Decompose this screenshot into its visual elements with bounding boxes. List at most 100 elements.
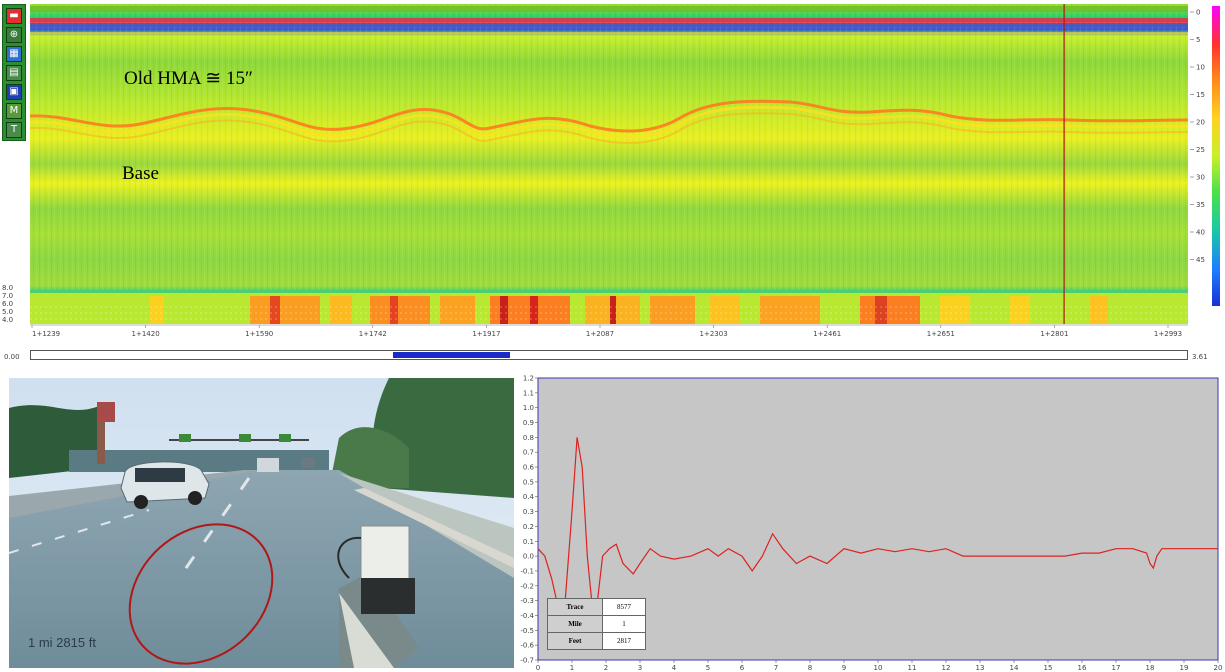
station-tick-label: 1+2303 (700, 330, 728, 338)
trace-value: 8577 (602, 598, 646, 616)
table-row: Feet 2817 (547, 632, 646, 650)
hma-thickness-annotation: Old HMA ≅ 15″ (124, 68, 253, 89)
trace-key: Trace (547, 598, 603, 616)
x-tick-label: 10 (874, 664, 883, 672)
depth-tick-label: 5 (1196, 36, 1200, 44)
plot-area (537, 377, 1219, 661)
depth-tick-label: 0 (1196, 9, 1200, 17)
x-tick-label: 16 (1078, 664, 1087, 672)
table-row: Mile 1 (547, 615, 646, 633)
x-tick-label: 12 (942, 664, 951, 672)
grid-icon[interactable]: ▤ (6, 65, 22, 81)
depth-tick-label: 20 (1196, 119, 1205, 127)
y-tick-label: -0.5 (520, 627, 534, 635)
depth-tick-label: 15 (1196, 91, 1205, 99)
y-tick-label: 0.4 (523, 493, 535, 501)
station-tick-label: 1+1590 (245, 330, 273, 338)
depth-tick-label: 35 (1196, 201, 1205, 209)
trace-waveform-chart[interactable]: 1.2 1.1 1.0 0.9 0.8 0.7 0.6 0.5 0.4 0.3 0.2 0.1 0.0 -… (520, 375, 1225, 672)
station-tick-label: 1+1917 (472, 330, 500, 338)
x-tick-label: 20 (1214, 664, 1223, 672)
y-tick-label: -0.4 (520, 612, 534, 620)
y-tick-label: -0.6 (520, 642, 534, 650)
zoom-icon[interactable]: ⊕ (6, 27, 22, 43)
depth-tick-label: 40 (1196, 229, 1205, 237)
text-icon[interactable]: T (6, 122, 22, 138)
y-tick-label: 1.1 (523, 389, 534, 397)
x-tick-label: 2 (604, 664, 608, 672)
feet-value: 2817 (602, 632, 646, 650)
x-tick-label: 6 (740, 664, 745, 672)
y-tick-label: 1.0 (523, 404, 534, 412)
distance-scrollbar[interactable] (30, 350, 1188, 360)
scroll-end-label: 3.61 (1192, 353, 1208, 361)
depth-tick-label: 10 (1196, 64, 1205, 72)
road-video-frame (9, 378, 514, 668)
highlight-ellipse (128, 523, 274, 665)
x-tick-label: 13 (976, 664, 985, 672)
x-tick-label: 15 (1044, 664, 1053, 672)
base-layer-annotation: Base (122, 163, 159, 184)
x-tick-label: 3 (638, 664, 642, 672)
y-tick-label: 0.5 (523, 478, 534, 486)
station-tick-label: 1+2993 (1154, 330, 1182, 338)
station-tick-label: 1+2087 (586, 330, 614, 338)
y-tick-label: 0.0 (523, 553, 534, 561)
station-tick-label: 1+2801 (1040, 330, 1068, 338)
mile-value: 1 (602, 615, 646, 633)
marker-icon[interactable]: M (6, 103, 22, 119)
x-tick-label: 8 (808, 664, 812, 672)
y-tick-label: 0.3 (523, 508, 534, 516)
x-tick-label: 0 (536, 664, 540, 672)
strength-tick-label: 5.0 (2, 308, 13, 316)
y-tick-label: 0.2 (523, 523, 534, 531)
depth-tick-label: 25 (1196, 146, 1205, 154)
menu-icon[interactable]: ▬ (6, 8, 22, 24)
x-tick-label: 14 (1010, 664, 1019, 672)
y-tick-label: 0.1 (523, 538, 534, 546)
strength-tick-label: 7.0 (2, 292, 13, 300)
x-tick-label: 4 (672, 664, 677, 672)
station-tick-label: 1+1742 (359, 330, 387, 338)
x-tick-label: 1 (570, 664, 574, 672)
station-tick-label: 1+1420 (132, 330, 160, 338)
trace-info-table: Trace 8577 Mile 1 Feet 2817 (547, 598, 646, 650)
station-tick-label: 1+2461 (813, 330, 841, 338)
y-tick-label: 0.7 (523, 449, 534, 457)
x-tick-label: 17 (1112, 664, 1121, 672)
mile-key: Mile (547, 615, 603, 633)
scroll-thumb[interactable] (392, 352, 510, 358)
amplitude-colorbar (1212, 6, 1220, 306)
tool-palette: ▬ ⊕ ▦ ▤ ▣ M T (2, 4, 26, 141)
scroll-start-label: 0.00 (4, 353, 20, 361)
station-tick-label: 1+2651 (927, 330, 955, 338)
depth-tick-label: 45 (1196, 256, 1205, 264)
x-tick-label: 5 (706, 664, 710, 672)
y-tick-label: 0.6 (523, 464, 535, 472)
depth-axis: 0 5 10 15 20 25 30 35 40 45 (1190, 9, 1205, 264)
display-icon[interactable]: ▣ (6, 84, 22, 100)
station-tick-label: 1+1239 (32, 330, 60, 338)
x-tick-label: 9 (842, 664, 846, 672)
photo-distance-caption: 1 mi 2815 ft (28, 635, 96, 650)
y-tick-label: -0.1 (520, 567, 534, 575)
x-tick-label: 7 (774, 664, 778, 672)
depth-tick-label: 30 (1196, 174, 1205, 182)
strength-tick-label: 4.0 (2, 316, 13, 324)
y-tick-label: -0.7 (520, 657, 534, 665)
table-row: Trace 8577 (547, 598, 646, 616)
station-axis: 1+1239 1+1420 1+1590 1+1742 1+1917 1+2087 1+23… (30, 324, 1188, 338)
y-tick-label: -0.2 (520, 582, 534, 590)
y-tick-label: 0.9 (523, 419, 534, 427)
strength-tick-label: 8.0 (2, 284, 13, 292)
feet-key: Feet (547, 632, 603, 650)
strength-axis: 8.07.06.05.04.0 (2, 284, 13, 324)
y-tick-label: 1.2 (523, 375, 534, 383)
x-tick-label: 18 (1146, 664, 1155, 672)
strength-tick-label: 6.0 (2, 300, 13, 308)
x-tick-label: 11 (908, 664, 917, 672)
layers-icon[interactable]: ▦ (6, 46, 22, 62)
y-tick-label: 0.8 (523, 434, 534, 442)
gpr-radargram[interactable] (30, 4, 1188, 324)
y-tick-label: -0.3 (520, 597, 534, 605)
